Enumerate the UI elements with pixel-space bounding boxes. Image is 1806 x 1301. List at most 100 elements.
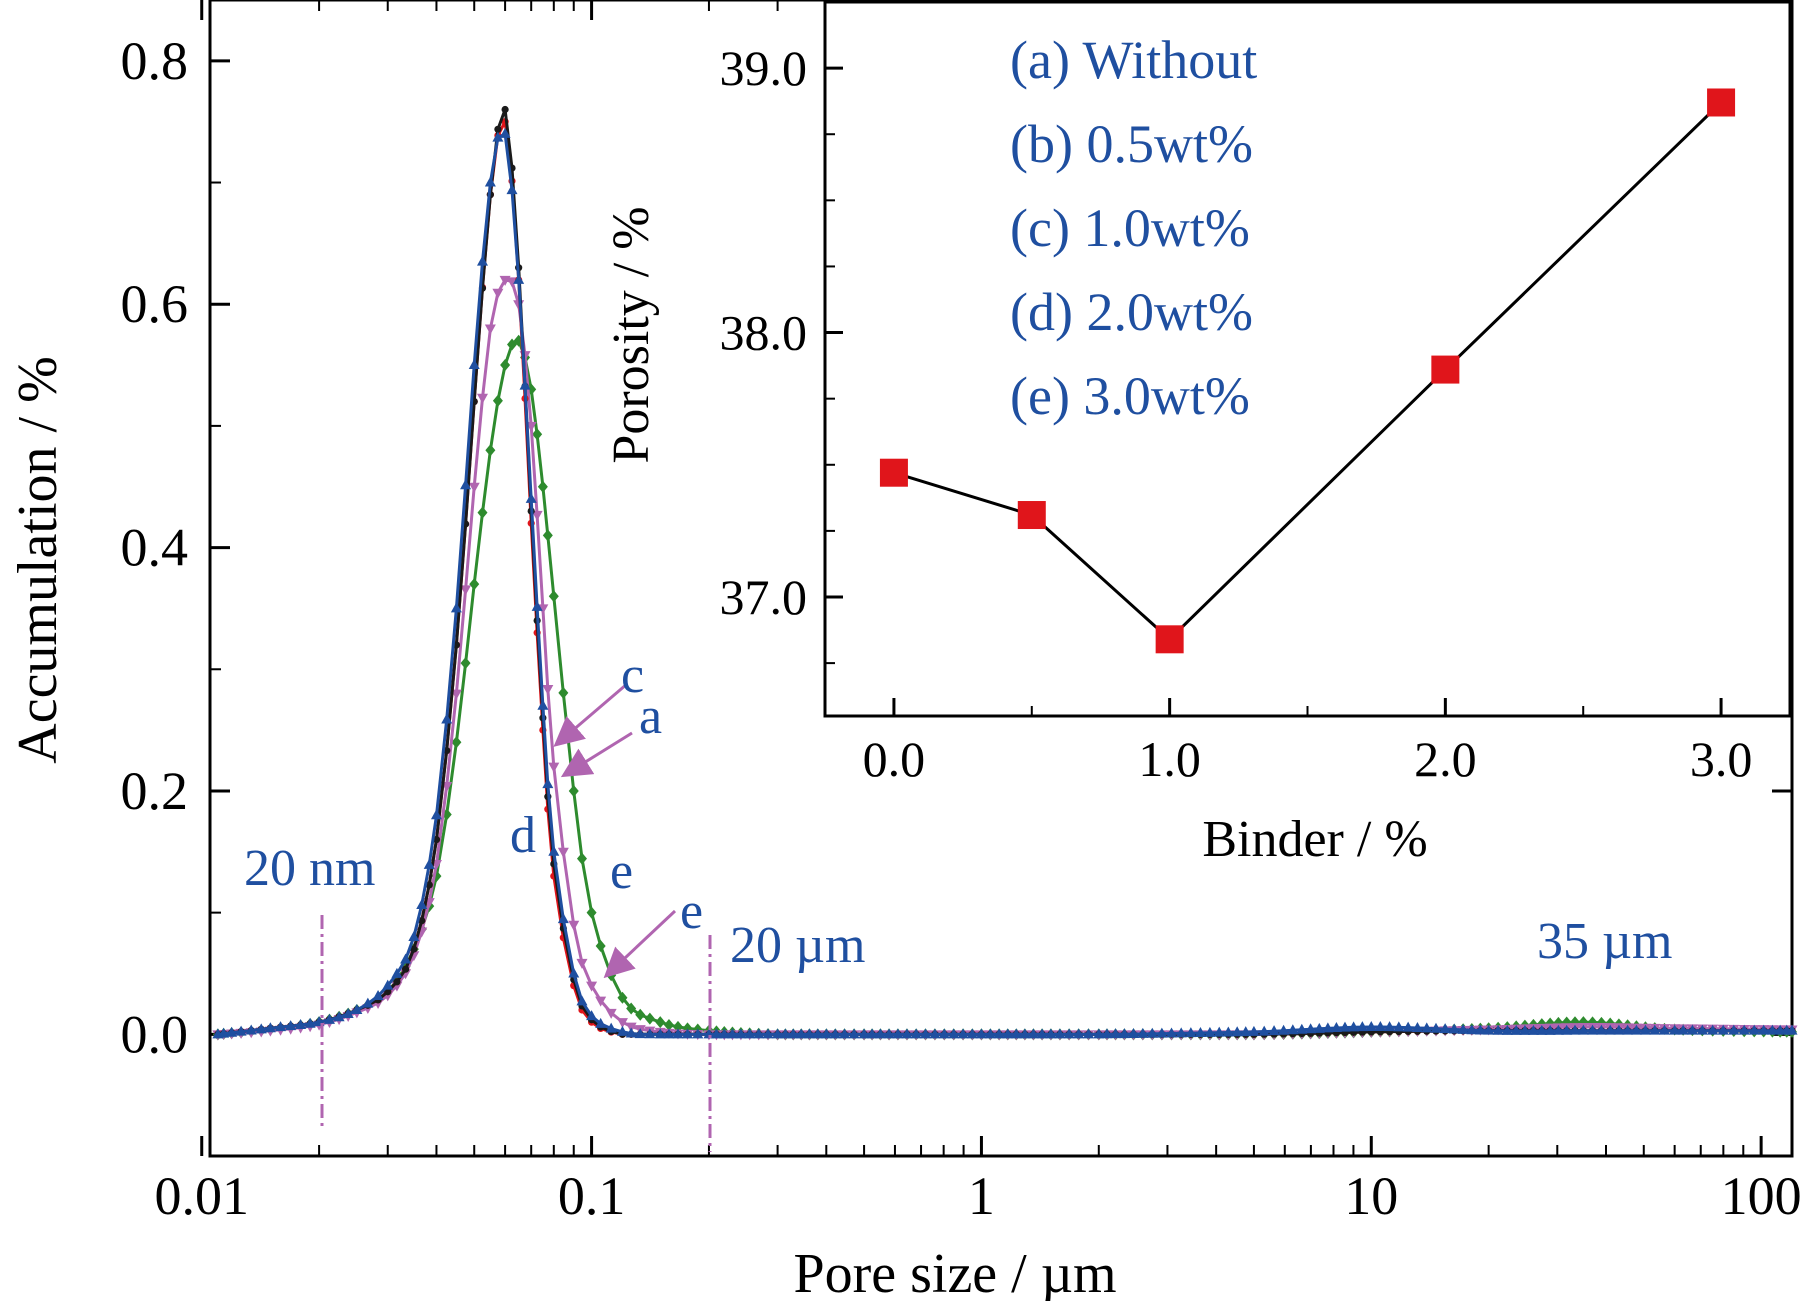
series-point-c: [883, 1028, 895, 1039]
main-x-tick-label: 0.1: [558, 1166, 626, 1226]
series-point-e: [477, 506, 488, 519]
series-point-c: [744, 1028, 756, 1039]
series-point-c: [1510, 1024, 1522, 1035]
series-point-c: [1492, 1024, 1504, 1035]
series-line-c: [217, 131, 1792, 1036]
series-point-d: [576, 958, 588, 969]
series-point-e: [548, 590, 559, 603]
series-point-c: [1175, 1027, 1187, 1038]
series-point-c: [984, 1028, 996, 1039]
annotation-20um: 20 µm: [730, 917, 865, 974]
series-point-b: [393, 978, 401, 986]
series-point-c: [682, 1028, 694, 1039]
series-point-c: [1613, 1024, 1625, 1035]
series-point-c: [1146, 1027, 1158, 1038]
series-point-c: [1577, 1024, 1589, 1035]
series-point-c: [423, 858, 435, 869]
series-point-c: [1527, 1024, 1539, 1035]
series-point-c: [938, 1028, 950, 1039]
series-point-c: [1010, 1028, 1022, 1039]
series-point-c: [586, 1010, 598, 1021]
series-point-c: [1194, 1027, 1206, 1038]
label-b: c: [621, 647, 644, 704]
series-point-b: [410, 945, 418, 953]
inset-y-axis-title: Porosity / %: [603, 206, 660, 463]
series-point-c: [892, 1028, 904, 1039]
main-plot-frame: [208, 0, 1794, 1158]
series-point-c: [362, 997, 374, 1008]
series-point-c: [1313, 1022, 1325, 1033]
series-point-c: [848, 1028, 860, 1039]
series-point-c: [1110, 1028, 1122, 1039]
series-point-c: [1054, 1028, 1066, 1039]
series-point-c: [1421, 1022, 1433, 1033]
series-point-c: [295, 1019, 307, 1030]
series-point-d: [506, 277, 518, 288]
series-point-c: [703, 1028, 715, 1039]
series-point-b: [501, 105, 509, 114]
series-point-c: [519, 379, 531, 390]
series-point-c: [975, 1028, 987, 1039]
series-point-c: [1738, 1024, 1750, 1035]
series-point-c: [400, 953, 412, 964]
main-y-tick-label: 0.0: [121, 1004, 189, 1064]
series-point-c: [1561, 1024, 1573, 1035]
series-point-c: [1669, 1024, 1681, 1035]
series-point-c: [1093, 1028, 1105, 1039]
series-point-c: [1213, 1026, 1225, 1037]
series-point-e: [568, 784, 579, 797]
series-point-c: [1296, 1023, 1308, 1034]
inset-x-tick-label: 1.0: [1138, 731, 1201, 787]
series-point-c: [1240, 1026, 1252, 1037]
annotation-20nm: 20 nm: [244, 840, 375, 897]
series-point-d: [476, 393, 488, 404]
series-point-c: [1639, 1024, 1651, 1035]
series-point-c: [803, 1028, 815, 1039]
series-point-c: [1686, 1024, 1698, 1035]
series-point-c: [1204, 1026, 1216, 1037]
series-point-c: [531, 600, 543, 611]
series-point-b: [418, 917, 426, 925]
series-point-c: [710, 1028, 722, 1039]
series-point-b: [494, 125, 502, 133]
series-point-c: [441, 713, 453, 724]
series-point-c: [1045, 1028, 1057, 1039]
series-point-c: [787, 1028, 799, 1039]
label-e: e: [610, 843, 633, 900]
series-point-c: [1231, 1026, 1243, 1037]
series-point-c: [957, 1028, 969, 1039]
inset-x-tick-label: 0.0: [863, 731, 926, 787]
series-point-c: [1185, 1027, 1197, 1038]
series-point-c: [351, 1003, 363, 1014]
series-point-c: [718, 1028, 730, 1039]
series-point-c: [1696, 1024, 1708, 1035]
series-point-c: [753, 1028, 765, 1039]
inset-point: [879, 458, 908, 487]
series-point-c: [275, 1021, 287, 1032]
series-point-c: [839, 1028, 851, 1039]
series-point-d: [586, 981, 598, 992]
inset-y-tick-label: 39.0: [720, 40, 808, 96]
inset-point: [1431, 355, 1460, 384]
series-point-c: [910, 1028, 922, 1039]
series-point-e: [492, 394, 503, 407]
inset-series: [879, 88, 1736, 654]
series-point-d: [595, 996, 607, 1007]
series-point-c: [920, 1028, 932, 1039]
series-point-b: [425, 881, 433, 889]
series-point-c: [1544, 1024, 1556, 1035]
series-point-c: [1137, 1027, 1149, 1038]
series-point-c: [1677, 1024, 1689, 1035]
series-point-c: [966, 1028, 978, 1039]
series-point-e: [663, 1018, 674, 1031]
inset-legend-item-a: (a) Without: [1010, 30, 1257, 90]
series-point-c: [1365, 1021, 1377, 1032]
series-point-c: [1127, 1027, 1139, 1038]
series-point-e: [558, 686, 569, 699]
series-point-c: [460, 479, 472, 490]
inset-point: [1017, 501, 1046, 530]
series-point-c: [1569, 1024, 1581, 1035]
main-x-axis-title: Pore size / µm: [793, 1243, 1116, 1301]
series-point-e: [576, 852, 587, 865]
